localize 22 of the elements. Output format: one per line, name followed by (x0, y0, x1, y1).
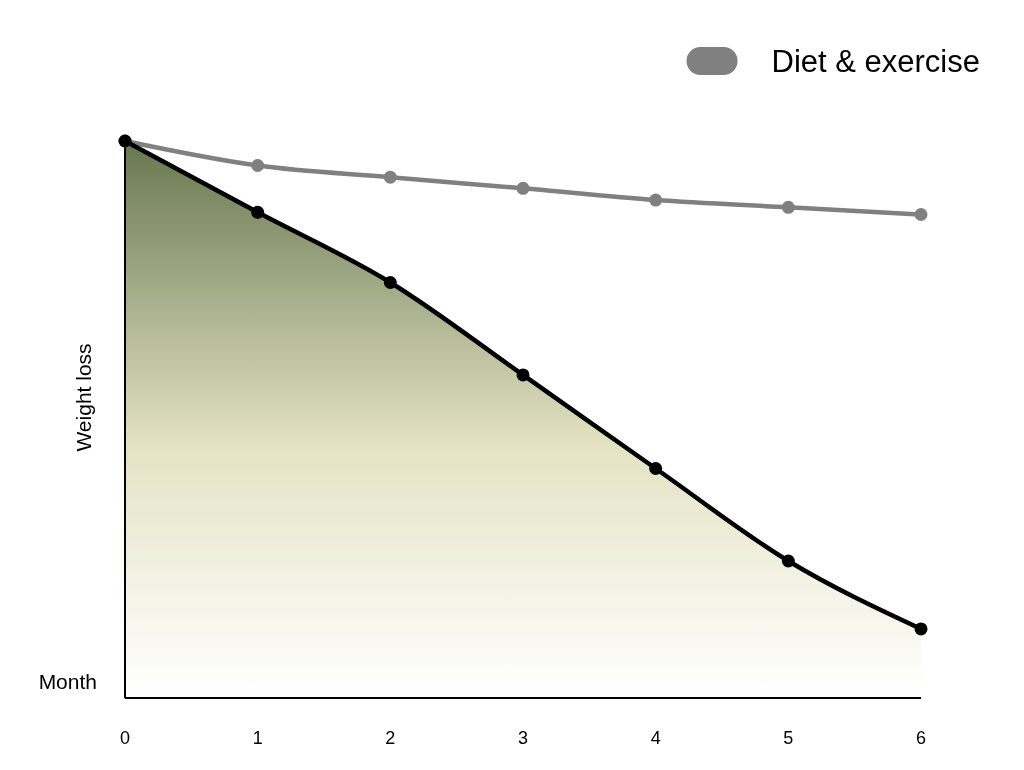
x-tick-label: 2 (385, 728, 396, 748)
point (383, 170, 397, 184)
x-tick-label: 1 (252, 728, 263, 748)
x-tick-label: 5 (783, 728, 794, 748)
point (516, 181, 530, 195)
point (914, 622, 928, 636)
point (516, 368, 530, 382)
x-tick-label: 0 (119, 728, 131, 748)
y-axis-title: Weight loss (71, 343, 95, 452)
legend-label: Diet & exercise (771, 43, 981, 79)
x-axis-title: Month (38, 670, 97, 693)
point (649, 193, 663, 207)
x-tick-label: 4 (650, 728, 661, 748)
point (251, 205, 265, 219)
x-tick-label: 6 (915, 728, 927, 748)
point (649, 462, 663, 476)
x-tick-label: 3 (517, 728, 529, 748)
point (781, 554, 795, 568)
point (383, 275, 397, 289)
point (251, 159, 265, 173)
point (781, 200, 795, 214)
point (914, 208, 928, 222)
